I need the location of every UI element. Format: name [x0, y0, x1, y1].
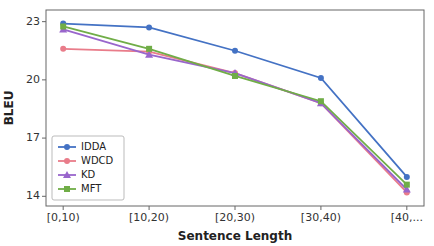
x-tick — [235, 206, 236, 210]
x-tick — [149, 206, 150, 210]
series — [60, 23, 410, 187]
data-point — [60, 23, 66, 29]
legend-label: WDCD — [81, 155, 114, 166]
legend-marker — [64, 186, 70, 192]
plot-frame — [46, 10, 424, 206]
y-tick — [42, 196, 46, 197]
y-tick — [42, 79, 46, 80]
legend-label: KD — [81, 169, 96, 180]
data-point — [318, 98, 324, 104]
x-axis-label: Sentence Length — [178, 229, 292, 243]
data-point — [232, 73, 238, 79]
chart: 14 17 20 23 [0,10) [10,20) [20,30) [30,40) [40,.… — [0, 0, 434, 246]
legend-box — [52, 136, 124, 200]
legend-label: MFT — [81, 183, 102, 194]
data-point — [232, 48, 238, 54]
y-axis-label: BLEU — [2, 91, 16, 126]
x-tick — [406, 206, 407, 210]
data-point — [146, 46, 152, 52]
data-point — [404, 182, 410, 188]
x-tick-label: [30,40) — [301, 211, 341, 224]
y-tick — [42, 138, 46, 139]
x-tick-label: [0,10) — [47, 211, 80, 224]
x-tick — [320, 206, 321, 210]
data-point — [60, 46, 66, 52]
y-tick-label: 20 — [26, 73, 40, 86]
data-point — [318, 75, 324, 81]
legend-label: IDDA — [81, 141, 106, 152]
y-tick-label: 14 — [26, 189, 40, 202]
x-tick-label: [10,20) — [129, 211, 169, 224]
data-point — [146, 24, 152, 30]
x-tick — [63, 206, 64, 210]
legend-marker — [64, 144, 70, 150]
x-tick-label: [20,30) — [215, 211, 255, 224]
x-tick-label: [40,... — [391, 211, 423, 224]
y-tick-label: 17 — [26, 131, 40, 144]
legend-marker — [64, 158, 70, 164]
legend: IDDA WDCD KD MFT — [52, 136, 124, 200]
data-point — [404, 174, 410, 180]
legend-marker — [63, 171, 71, 178]
y-tick — [42, 21, 46, 22]
y-tick-label: 23 — [26, 15, 40, 28]
